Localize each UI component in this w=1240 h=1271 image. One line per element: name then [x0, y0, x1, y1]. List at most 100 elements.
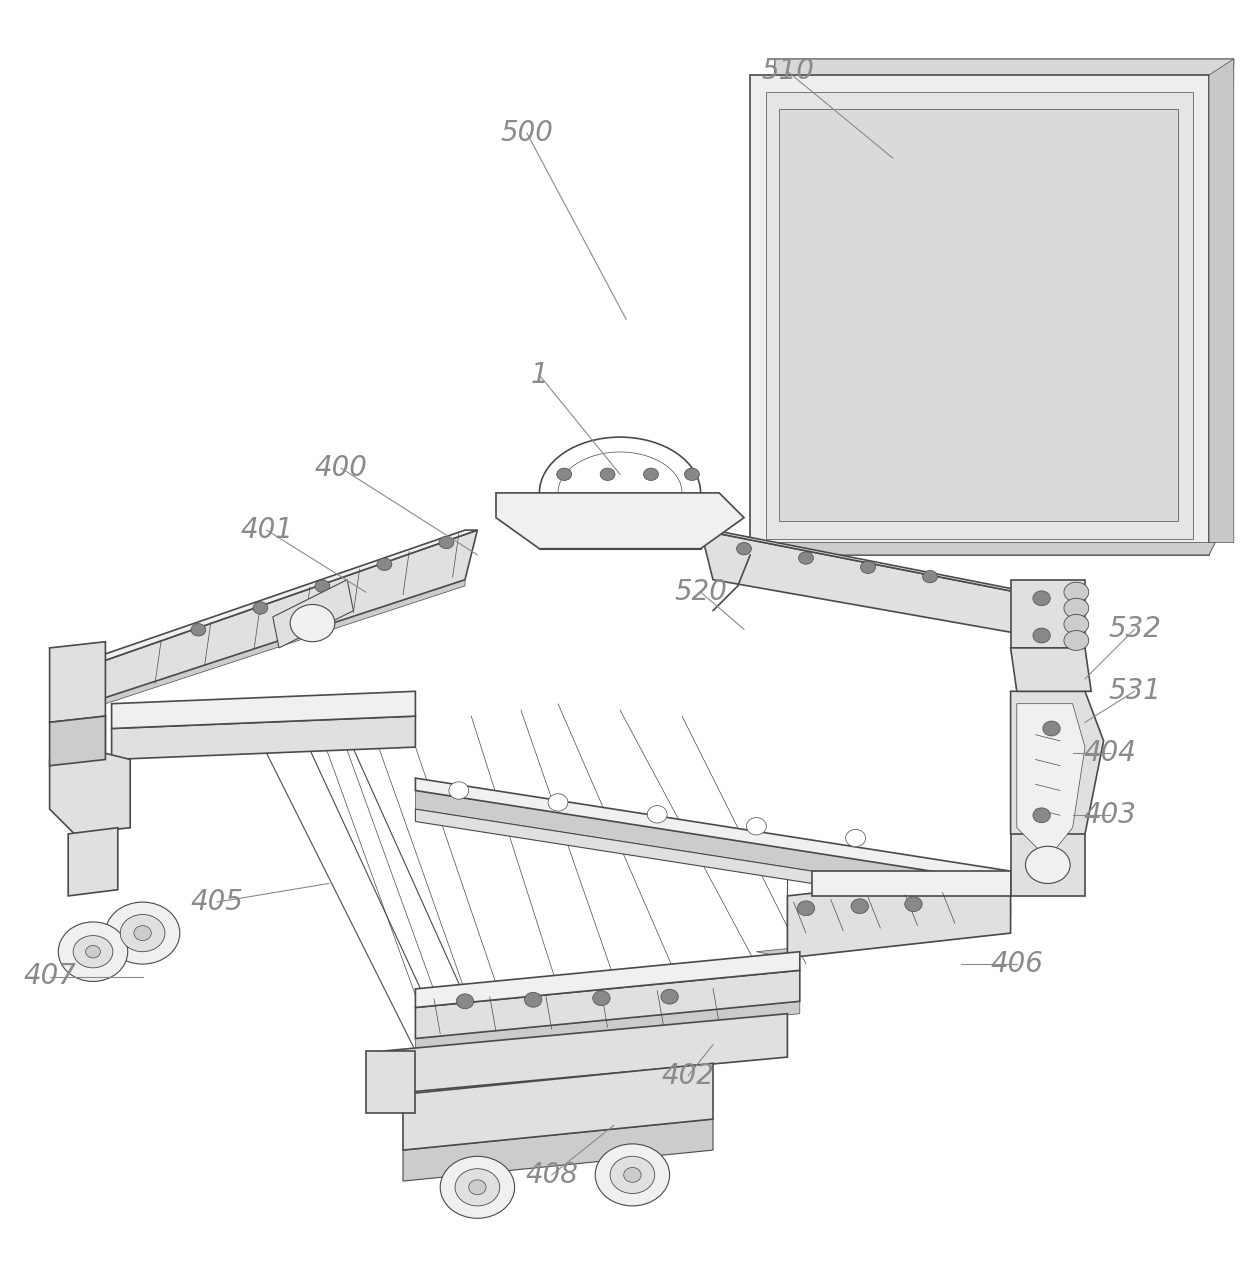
Ellipse shape: [315, 580, 330, 592]
Ellipse shape: [290, 605, 335, 642]
Ellipse shape: [851, 899, 868, 914]
Ellipse shape: [86, 946, 100, 958]
Ellipse shape: [861, 561, 875, 573]
Ellipse shape: [120, 915, 165, 952]
Text: 401: 401: [241, 516, 293, 544]
Text: 406: 406: [991, 951, 1043, 979]
Polygon shape: [701, 530, 1029, 592]
Polygon shape: [415, 952, 800, 1008]
Ellipse shape: [1064, 582, 1089, 602]
Polygon shape: [50, 642, 105, 722]
Polygon shape: [701, 530, 1029, 636]
Polygon shape: [50, 716, 105, 765]
Polygon shape: [403, 1118, 713, 1181]
Polygon shape: [756, 927, 1011, 958]
Ellipse shape: [449, 782, 469, 799]
Text: 532: 532: [1109, 615, 1161, 643]
Text: 405: 405: [191, 888, 243, 916]
Text: 1: 1: [531, 361, 548, 389]
Ellipse shape: [1033, 628, 1050, 643]
Ellipse shape: [456, 994, 474, 1009]
Ellipse shape: [1033, 591, 1050, 606]
Ellipse shape: [525, 993, 542, 1007]
Polygon shape: [756, 58, 1234, 543]
Polygon shape: [766, 93, 1193, 539]
Ellipse shape: [455, 1169, 500, 1206]
Ellipse shape: [439, 536, 454, 549]
Polygon shape: [1011, 580, 1085, 648]
Ellipse shape: [557, 468, 572, 480]
Text: 500: 500: [501, 119, 553, 147]
Polygon shape: [415, 1002, 800, 1051]
Polygon shape: [1017, 704, 1085, 859]
Ellipse shape: [105, 902, 180, 965]
Ellipse shape: [684, 468, 699, 480]
Polygon shape: [68, 827, 118, 896]
Ellipse shape: [593, 991, 610, 1005]
Ellipse shape: [746, 817, 766, 835]
Polygon shape: [87, 530, 477, 704]
Polygon shape: [366, 1051, 415, 1113]
Ellipse shape: [595, 1144, 670, 1206]
Ellipse shape: [905, 897, 923, 911]
Polygon shape: [812, 871, 1011, 896]
Polygon shape: [87, 530, 477, 661]
Text: 400: 400: [315, 454, 367, 482]
Text: 407: 407: [24, 962, 76, 990]
Text: 402: 402: [662, 1061, 714, 1089]
Polygon shape: [112, 691, 415, 728]
Polygon shape: [1011, 834, 1085, 896]
Text: 531: 531: [1109, 677, 1161, 705]
Polygon shape: [415, 810, 1011, 915]
Polygon shape: [415, 791, 1011, 902]
Polygon shape: [273, 580, 353, 648]
Ellipse shape: [253, 601, 268, 614]
Ellipse shape: [440, 1157, 515, 1219]
Ellipse shape: [923, 571, 937, 583]
Ellipse shape: [644, 468, 658, 480]
Ellipse shape: [737, 543, 751, 555]
Ellipse shape: [846, 830, 866, 846]
Polygon shape: [1011, 648, 1091, 691]
Polygon shape: [403, 1064, 713, 1150]
Ellipse shape: [73, 935, 113, 967]
Polygon shape: [415, 970, 800, 1038]
Ellipse shape: [610, 1157, 655, 1193]
Ellipse shape: [647, 806, 667, 824]
Ellipse shape: [661, 989, 678, 1004]
Ellipse shape: [1064, 599, 1089, 618]
Text: 520: 520: [675, 578, 727, 606]
Polygon shape: [87, 580, 465, 710]
Ellipse shape: [469, 1179, 486, 1195]
Ellipse shape: [1025, 846, 1070, 883]
Ellipse shape: [58, 921, 128, 981]
Text: 408: 408: [526, 1160, 578, 1188]
Ellipse shape: [377, 558, 392, 571]
Ellipse shape: [548, 793, 568, 811]
Text: 404: 404: [1084, 740, 1136, 768]
Text: 510: 510: [761, 57, 813, 85]
Polygon shape: [787, 871, 1011, 958]
Polygon shape: [539, 493, 701, 549]
Ellipse shape: [191, 624, 206, 636]
Ellipse shape: [134, 925, 151, 941]
Polygon shape: [750, 543, 1215, 555]
Polygon shape: [50, 716, 130, 834]
Ellipse shape: [799, 552, 813, 564]
Ellipse shape: [797, 901, 815, 915]
Polygon shape: [384, 1014, 787, 1094]
Text: 403: 403: [1084, 801, 1136, 829]
Polygon shape: [496, 493, 744, 549]
Polygon shape: [1011, 691, 1104, 871]
Ellipse shape: [1033, 808, 1050, 822]
Ellipse shape: [624, 1168, 641, 1182]
Polygon shape: [779, 108, 1178, 521]
Ellipse shape: [600, 468, 615, 480]
Polygon shape: [112, 716, 415, 760]
Polygon shape: [415, 778, 1011, 883]
Ellipse shape: [1064, 630, 1089, 651]
Polygon shape: [750, 75, 1209, 555]
Ellipse shape: [1064, 614, 1089, 634]
Polygon shape: [1209, 58, 1234, 555]
Ellipse shape: [1043, 721, 1060, 736]
